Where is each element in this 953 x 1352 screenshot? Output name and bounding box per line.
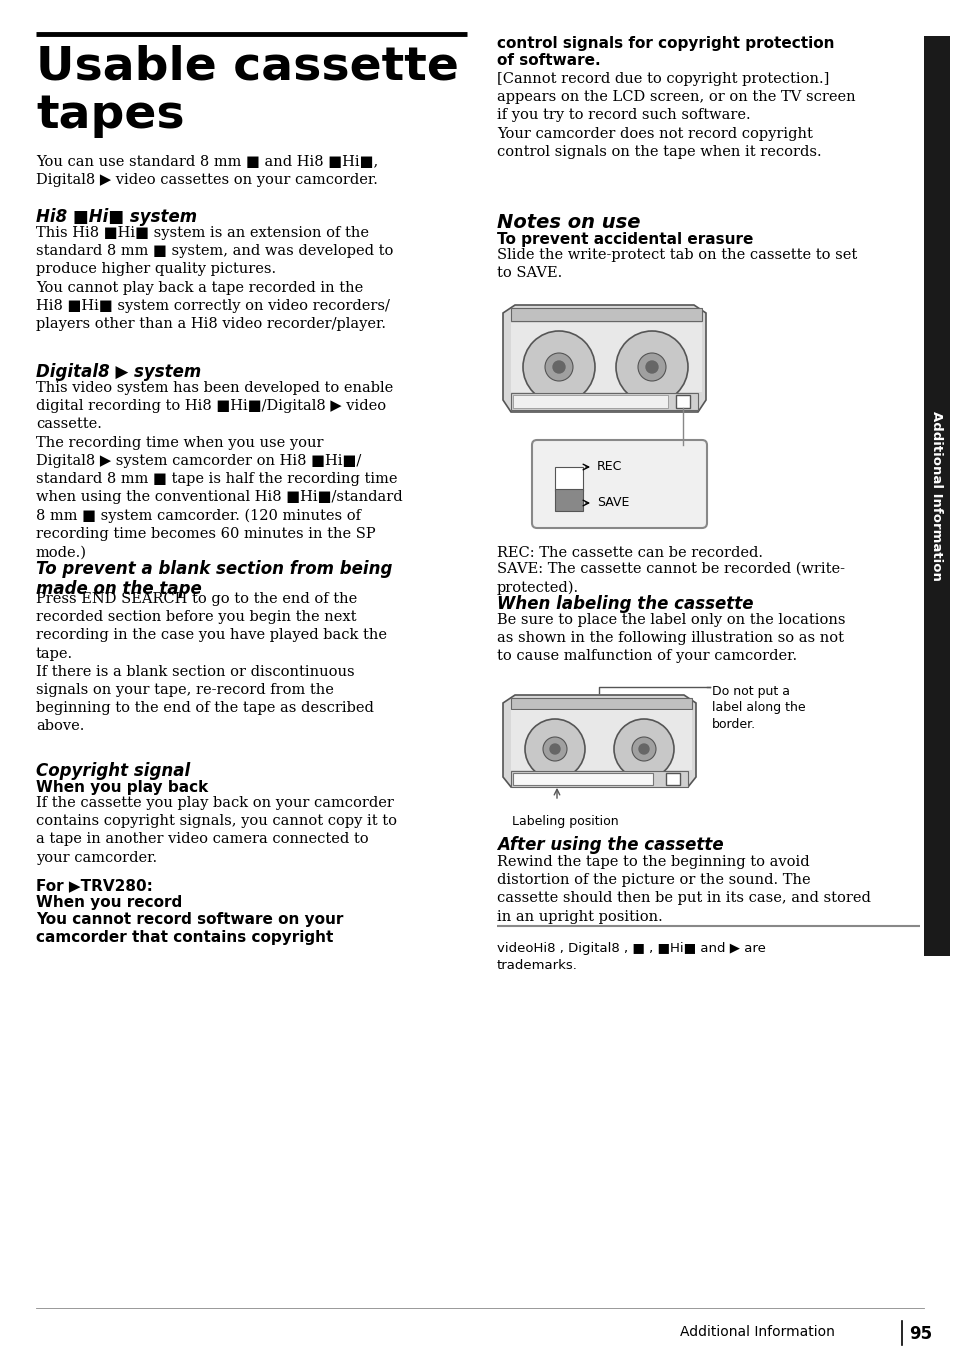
Circle shape xyxy=(616,331,687,403)
Text: If the cassette you play back on your camcorder
contains copyright signals, you : If the cassette you play back on your ca… xyxy=(36,796,396,864)
Bar xyxy=(511,393,698,410)
Polygon shape xyxy=(502,695,696,787)
Circle shape xyxy=(544,353,573,381)
Text: SAVE: The cassette cannot be recorded (write-
protected).: SAVE: The cassette cannot be recorded (w… xyxy=(497,562,844,595)
Text: Usable cassette
tapes: Usable cassette tapes xyxy=(36,45,458,138)
Text: You can use standard 8 mm ■ and Hi8 ■Hi■,
Digital8 ▶ video cassettes on your cam: You can use standard 8 mm ■ and Hi8 ■Hi■… xyxy=(36,155,377,187)
Text: Be sure to place the label only on the locations
as shown in the following illus: Be sure to place the label only on the l… xyxy=(497,612,844,664)
Circle shape xyxy=(522,331,595,403)
Text: For ▶TRV280:: For ▶TRV280: xyxy=(36,877,152,894)
Circle shape xyxy=(639,744,648,754)
Text: After using the cassette: After using the cassette xyxy=(497,836,723,854)
FancyBboxPatch shape xyxy=(532,439,706,529)
Text: Additional Information: Additional Information xyxy=(679,1325,834,1338)
Text: When you record: When you record xyxy=(36,895,182,910)
Text: Do not put a
label along the
border.: Do not put a label along the border. xyxy=(711,685,804,731)
Bar xyxy=(511,698,691,708)
Circle shape xyxy=(542,737,566,761)
Text: videoHi8 , Digital8 , ■ , ■Hi■ and ▶ are
trademarks.: videoHi8 , Digital8 , ■ , ■Hi■ and ▶ are… xyxy=(497,942,765,972)
Text: To prevent a blank section from being
made on the tape: To prevent a blank section from being ma… xyxy=(36,560,392,598)
Text: Press END SEARCH to go to the end of the
recorded section before you begin the n: Press END SEARCH to go to the end of the… xyxy=(36,592,387,733)
Text: SAVE: SAVE xyxy=(597,496,629,510)
Text: You cannot record software on your
camcorder that contains copyright: You cannot record software on your camco… xyxy=(36,913,343,945)
Text: REC: The cassette can be recorded.: REC: The cassette can be recorded. xyxy=(497,546,762,560)
Text: Rewind the tape to the beginning to avoid
distortion of the picture or the sound: Rewind the tape to the beginning to avoi… xyxy=(497,854,870,923)
Circle shape xyxy=(550,744,559,754)
Text: control signals for copyright protection
of software.: control signals for copyright protection… xyxy=(497,37,834,69)
Text: Slide the write-protect tab on the cassette to set
to SAVE.: Slide the write-protect tab on the casse… xyxy=(497,247,857,280)
Text: Hi8 ■Hi■ system: Hi8 ■Hi■ system xyxy=(36,208,197,226)
Text: Digital8 ▶ system: Digital8 ▶ system xyxy=(36,362,201,381)
Text: Copyright signal: Copyright signal xyxy=(36,763,190,780)
Bar xyxy=(555,466,582,491)
Text: Labeling position: Labeling position xyxy=(512,815,618,827)
Circle shape xyxy=(631,737,656,761)
Bar xyxy=(511,771,687,787)
Bar xyxy=(511,710,691,771)
Circle shape xyxy=(638,353,665,381)
Text: 95: 95 xyxy=(908,1325,931,1343)
Text: Additional Information: Additional Information xyxy=(929,411,943,581)
Bar xyxy=(555,489,582,511)
Circle shape xyxy=(614,719,673,779)
Text: When labeling the cassette: When labeling the cassette xyxy=(497,595,753,612)
Polygon shape xyxy=(502,306,705,412)
Text: Notes on use: Notes on use xyxy=(497,214,639,233)
Text: [Cannot record due to copyright protection.]
appears on the LCD screen, or on th: [Cannot record due to copyright protecti… xyxy=(497,72,855,158)
Bar xyxy=(665,773,679,786)
Text: To prevent accidental erasure: To prevent accidental erasure xyxy=(497,233,753,247)
Bar xyxy=(923,37,949,956)
Text: This video system has been developed to enable
digital recording to Hi8 ■Hi■/Dig: This video system has been developed to … xyxy=(36,381,402,560)
Bar xyxy=(676,395,689,408)
Circle shape xyxy=(524,719,584,779)
Bar xyxy=(513,395,667,408)
Text: When you play back: When you play back xyxy=(36,780,208,795)
Text: REC: REC xyxy=(597,461,621,473)
Circle shape xyxy=(645,361,658,373)
Bar xyxy=(511,323,701,392)
Text: This Hi8 ■Hi■ system is an extension of the
standard 8 mm ■ system, and was deve: This Hi8 ■Hi■ system is an extension of … xyxy=(36,226,393,331)
Circle shape xyxy=(553,361,564,373)
Bar xyxy=(513,773,652,786)
Bar xyxy=(511,308,701,320)
